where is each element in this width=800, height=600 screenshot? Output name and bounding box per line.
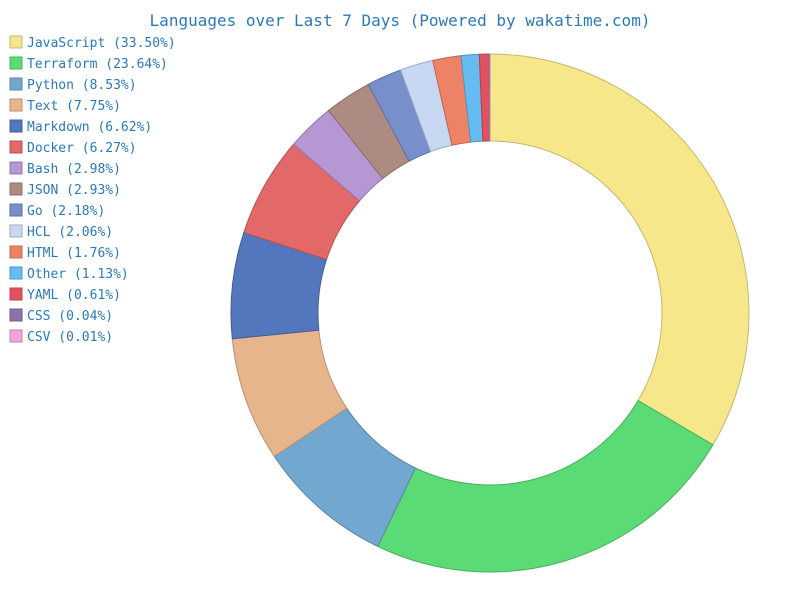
legend-label-0: JavaScript (33.50%)	[27, 36, 176, 51]
slice-1	[377, 399, 714, 573]
legend-swatch-14	[9, 329, 23, 343]
legend-swatch-4	[9, 119, 23, 133]
legend-label-3: Text (7.75%)	[27, 99, 121, 114]
legend-label-4: Markdown (6.62%)	[27, 120, 152, 135]
legend-swatch-11	[9, 266, 23, 280]
legend-label-5: Docker (6.27%)	[27, 141, 137, 156]
donut-slices	[230, 53, 750, 573]
legend-swatch-0	[9, 35, 23, 49]
legend-swatch-3	[9, 98, 23, 112]
legend-label-13: CSS (0.04%)	[27, 309, 113, 324]
legend-swatch-1	[9, 56, 23, 70]
legend-label-14: CSV (0.01%)	[27, 330, 113, 345]
legend-label-7: JSON (2.93%)	[27, 183, 121, 198]
legend-swatch-6	[9, 161, 23, 175]
legend-swatch-9	[9, 224, 23, 238]
legend-label-2: Python (8.53%)	[27, 78, 137, 93]
legend-swatch-12	[9, 287, 23, 301]
legend-label-1: Terraform (23.64%)	[27, 57, 168, 72]
legend-swatch-13	[9, 308, 23, 322]
legend-swatch-2	[9, 77, 23, 91]
legend-label-8: Go (2.18%)	[27, 204, 105, 219]
chart-title: Languages over Last 7 Days (Powered by w…	[150, 11, 651, 30]
legend-label-10: HTML (1.76%)	[27, 246, 121, 261]
legend-label-11: Other (1.13%)	[27, 267, 129, 282]
legend-swatch-5	[9, 140, 23, 154]
legend-label-6: Bash (2.98%)	[27, 162, 121, 177]
legend-swatch-7	[9, 182, 23, 196]
slice-0	[489, 53, 750, 446]
legend-swatch-8	[9, 203, 23, 217]
legend-label-12: YAML (0.61%)	[27, 288, 121, 303]
legend-swatch-10	[9, 245, 23, 259]
legend-label-9: HCL (2.06%)	[27, 225, 113, 240]
legend: JavaScript (33.50%) Terraform (23.64%) Pyt…	[9, 35, 176, 345]
